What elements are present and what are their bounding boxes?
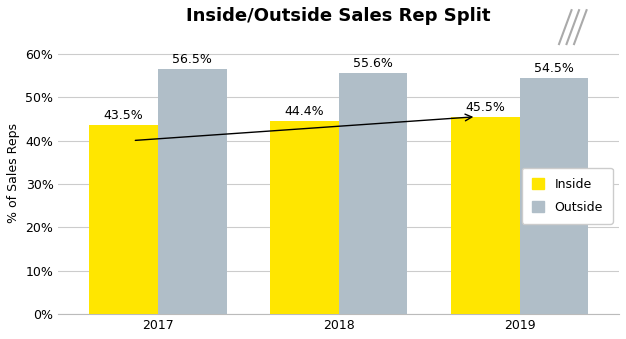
Bar (339, 73, 408, 314)
Text: 45.5%: 45.5% (465, 101, 505, 114)
Legend: Inside, Outside: Inside, Outside (522, 168, 613, 224)
Bar (451, 117, 520, 314)
Title: Inside/Outside Sales Rep Split: Inside/Outside Sales Rep Split (187, 7, 491, 25)
Text: 44.4%: 44.4% (285, 105, 324, 118)
Text: 56.5%: 56.5% (172, 53, 212, 66)
Text: 55.6%: 55.6% (353, 57, 393, 70)
Y-axis label: % of Sales Reps: % of Sales Reps (7, 123, 20, 223)
Bar (89, 125, 158, 314)
Text: 43.5%: 43.5% (103, 109, 143, 122)
Bar (520, 78, 588, 314)
Bar (270, 121, 339, 314)
Text: 54.5%: 54.5% (534, 62, 574, 75)
Bar (158, 69, 227, 314)
Text: 4.6%: 4.6% (285, 136, 324, 150)
